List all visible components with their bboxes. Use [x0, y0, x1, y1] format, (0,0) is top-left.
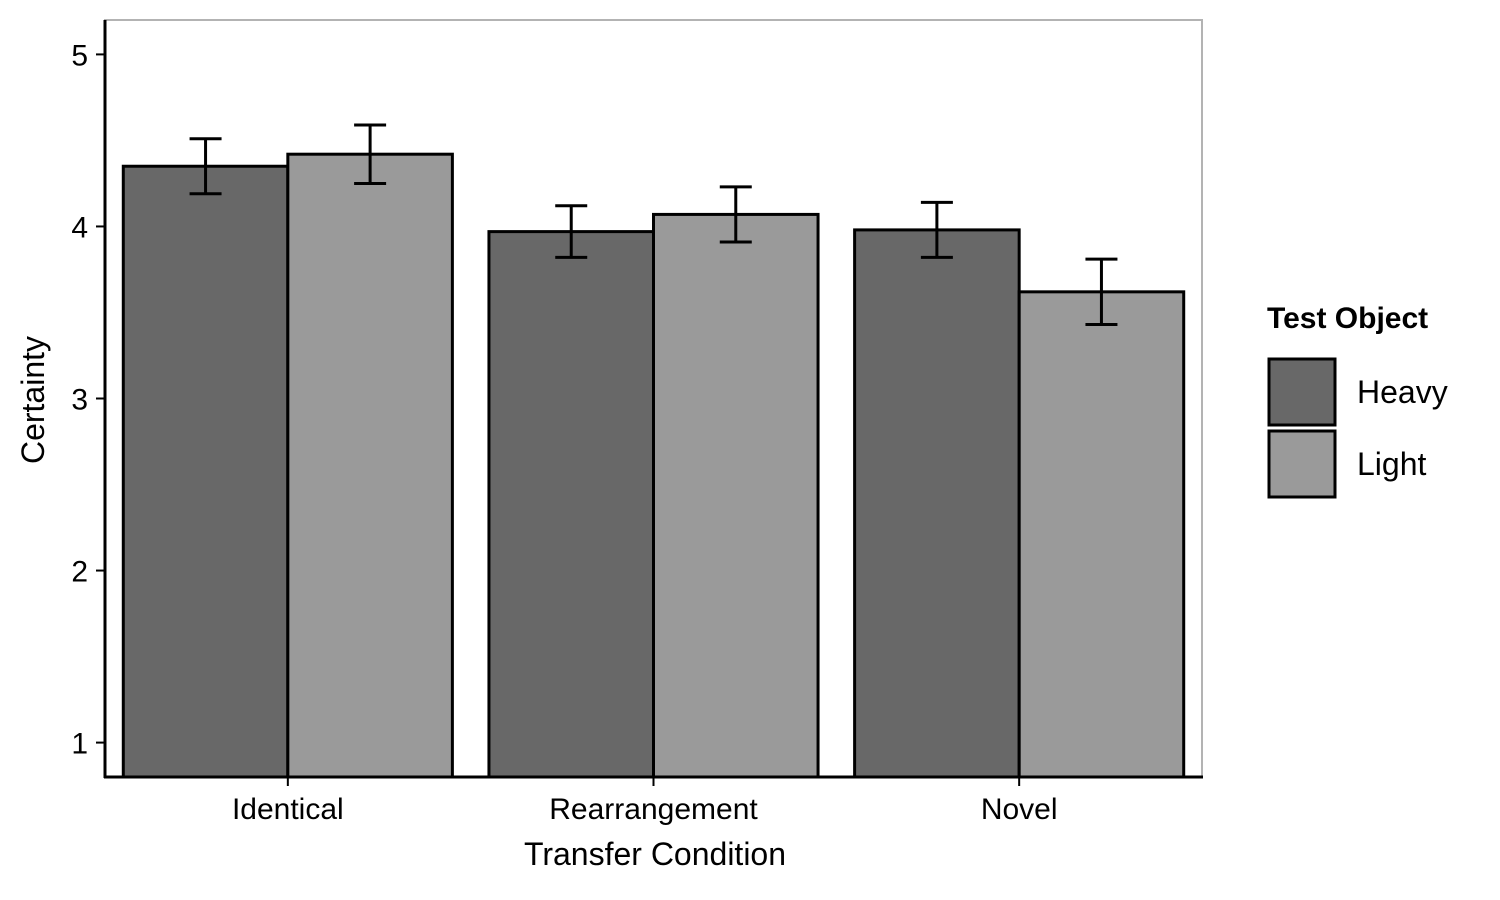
- bar-light-novel: [1017, 290, 1186, 779]
- y-tick-label: 5: [71, 39, 88, 72]
- bar-heavy-identical: [121, 164, 290, 779]
- legend-label-light: Light: [1357, 446, 1427, 482]
- y-tick-label: 1: [71, 728, 88, 761]
- y-axis-ticks: 1 2 3 4 5: [71, 39, 105, 761]
- legend: Test Object Heavy Light: [1267, 302, 1448, 499]
- x-axis-ticks: Identical Rearrangement Novel: [232, 777, 1058, 826]
- bar-light-identical: [286, 152, 454, 779]
- y-axis-title: Certainty: [15, 336, 51, 464]
- y-tick-label: 2: [71, 556, 88, 589]
- bar-heavy-rearrangement: [487, 230, 656, 779]
- bar-heavy-novel: [853, 228, 1021, 779]
- y-tick-label: 4: [71, 211, 88, 244]
- x-tick-label: Rearrangement: [549, 793, 758, 826]
- legend-key-light: [1267, 429, 1337, 499]
- legend-key-heavy: [1267, 357, 1337, 427]
- legend-label-heavy: Heavy: [1357, 374, 1448, 410]
- legend-items: Heavy Light: [1267, 357, 1448, 499]
- y-tick-label: 3: [71, 384, 88, 417]
- error-bars-layer: [189, 123, 1118, 327]
- bar-light-rearrangement: [652, 212, 820, 779]
- x-tick-label: Novel: [981, 793, 1058, 826]
- x-axis-title: Transfer Condition: [524, 836, 786, 872]
- legend-title: Test Object: [1267, 302, 1428, 335]
- bars-layer: [121, 152, 1186, 779]
- x-tick-label: Identical: [232, 793, 344, 826]
